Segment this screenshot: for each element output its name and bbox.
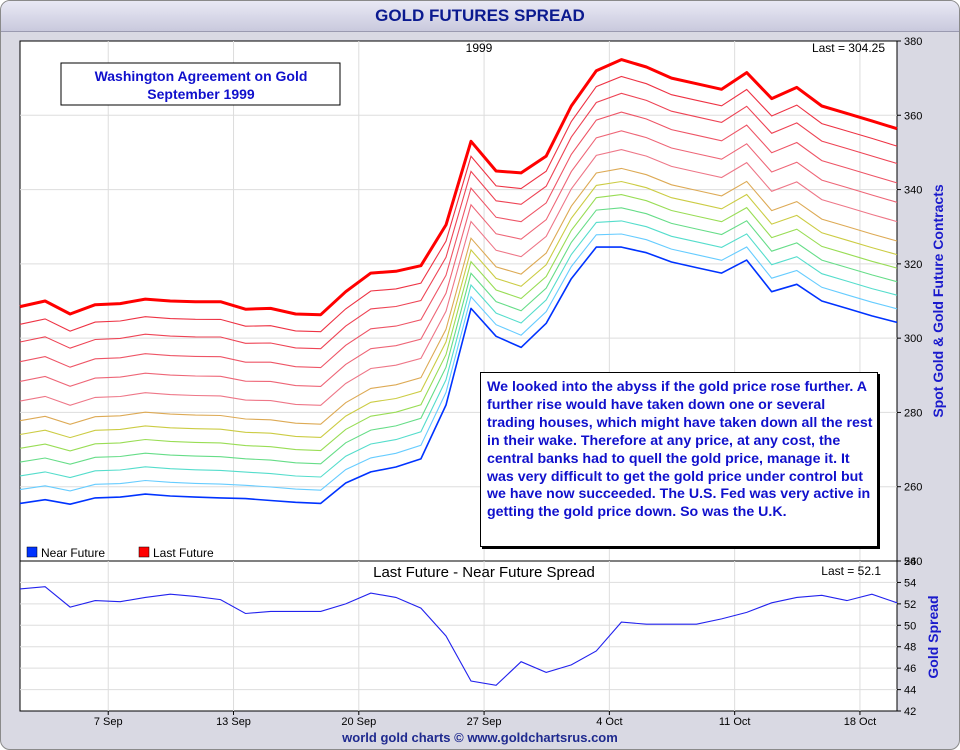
washington-agreement-text: Washington Agreement on Gold September 19… [95,68,308,102]
contract-line [19,149,898,406]
legend: Near Future Last Future [26,546,214,560]
bottom-y-axis-title: Gold Spread [925,595,941,678]
legend-label-last: Last Future [153,546,214,560]
x-tick-label: 11 Oct [719,716,751,728]
washington-box-border [60,62,341,106]
bottom-y-tick-label: 54 [904,577,916,589]
contract-line [19,167,898,425]
top-series-group [19,58,898,505]
top-y-tick-label: 380 [904,36,922,48]
chart-title: GOLD FUTURES SPREAD [375,6,585,25]
washington-agreement-box: Washington Agreement on Gold September 19… [60,62,341,106]
x-tick-label: 4 Oct [596,716,622,728]
legend-swatch-near [26,546,38,558]
bottom-y-tick-label: 44 [904,685,916,697]
top-y-tick-label: 280 [904,407,922,419]
x-tick-label: 7 Sep [94,716,123,728]
top-y-tick-label: 300 [904,333,922,345]
contract-spread-lines [19,75,898,492]
bottom-last-label: Last = 52.1 [821,564,881,578]
contract-line [19,220,898,479]
x-tick-label: 18 Oct [844,716,876,728]
contract-line [19,194,898,452]
spread-series-group [19,586,898,686]
footer-credit: world gold charts © www.goldchartsrus.co… [342,730,618,745]
near-future-line [19,246,898,505]
contract-line [19,180,898,439]
quote-box: We looked into the abyss if the gold pri… [480,372,878,547]
bottom-panel-title: Last Future - Near Future Spread [373,564,595,581]
washington-text-line: September 1999 [147,86,255,102]
legend-label-near: Near Future [41,546,105,560]
contract-line [19,207,898,465]
legend-swatch-last [138,546,150,558]
contract-line [19,130,898,387]
top-y-tick-label: 320 [904,259,922,271]
top-y-tick-label: 260 [904,482,922,494]
title-bar: GOLD FUTURES SPREAD [1,1,959,32]
year-label: 1999 [466,41,493,55]
bottom-y-tick-label: 52 [904,599,916,611]
top-y-axis-title: Spot Gold & Gold Future Contracts [930,184,946,418]
bottom-y-tick-label: 42 [904,706,916,718]
bottom-y-tick-label: 50 [904,620,916,632]
x-tick-label: 20 Sep [341,716,376,728]
contract-line [19,233,898,492]
x-tick-label: 27 Sep [467,716,502,728]
spread-line [19,586,898,686]
bottom-y-tick-label: 56 [904,556,916,568]
contract-line [19,111,898,369]
top-last-label: Last = 304.25 [812,41,885,55]
bottom-y-tick-label: 48 [904,642,916,654]
bottom-y-tick-label: 46 [904,663,916,675]
bottom-plot-area [19,560,898,712]
x-ticks: 7 Sep 13 Sep 20 Sep 27 Sep 4 Oct 11 Oct 18 Oct [94,711,876,728]
contract-line [19,92,898,350]
top-y-tick-label: 360 [904,110,922,122]
quote-text: We looked into the abyss if the gold pri… [487,379,873,521]
top-y-ticks: 240 260 280 300 320 340 360 380 [897,36,922,568]
bottom-y-ticks: 42 44 46 48 50 52 54 56 [897,556,916,718]
bottom-grid [20,561,897,711]
washington-text-line: Washington Agreement on Gold [95,68,308,84]
x-tick-label: 13 Sep [216,716,251,728]
last-future-line [19,58,898,317]
top-y-tick-label: 240 [904,556,922,568]
contract-line [19,75,898,333]
top-y-tick-label: 340 [904,185,922,197]
